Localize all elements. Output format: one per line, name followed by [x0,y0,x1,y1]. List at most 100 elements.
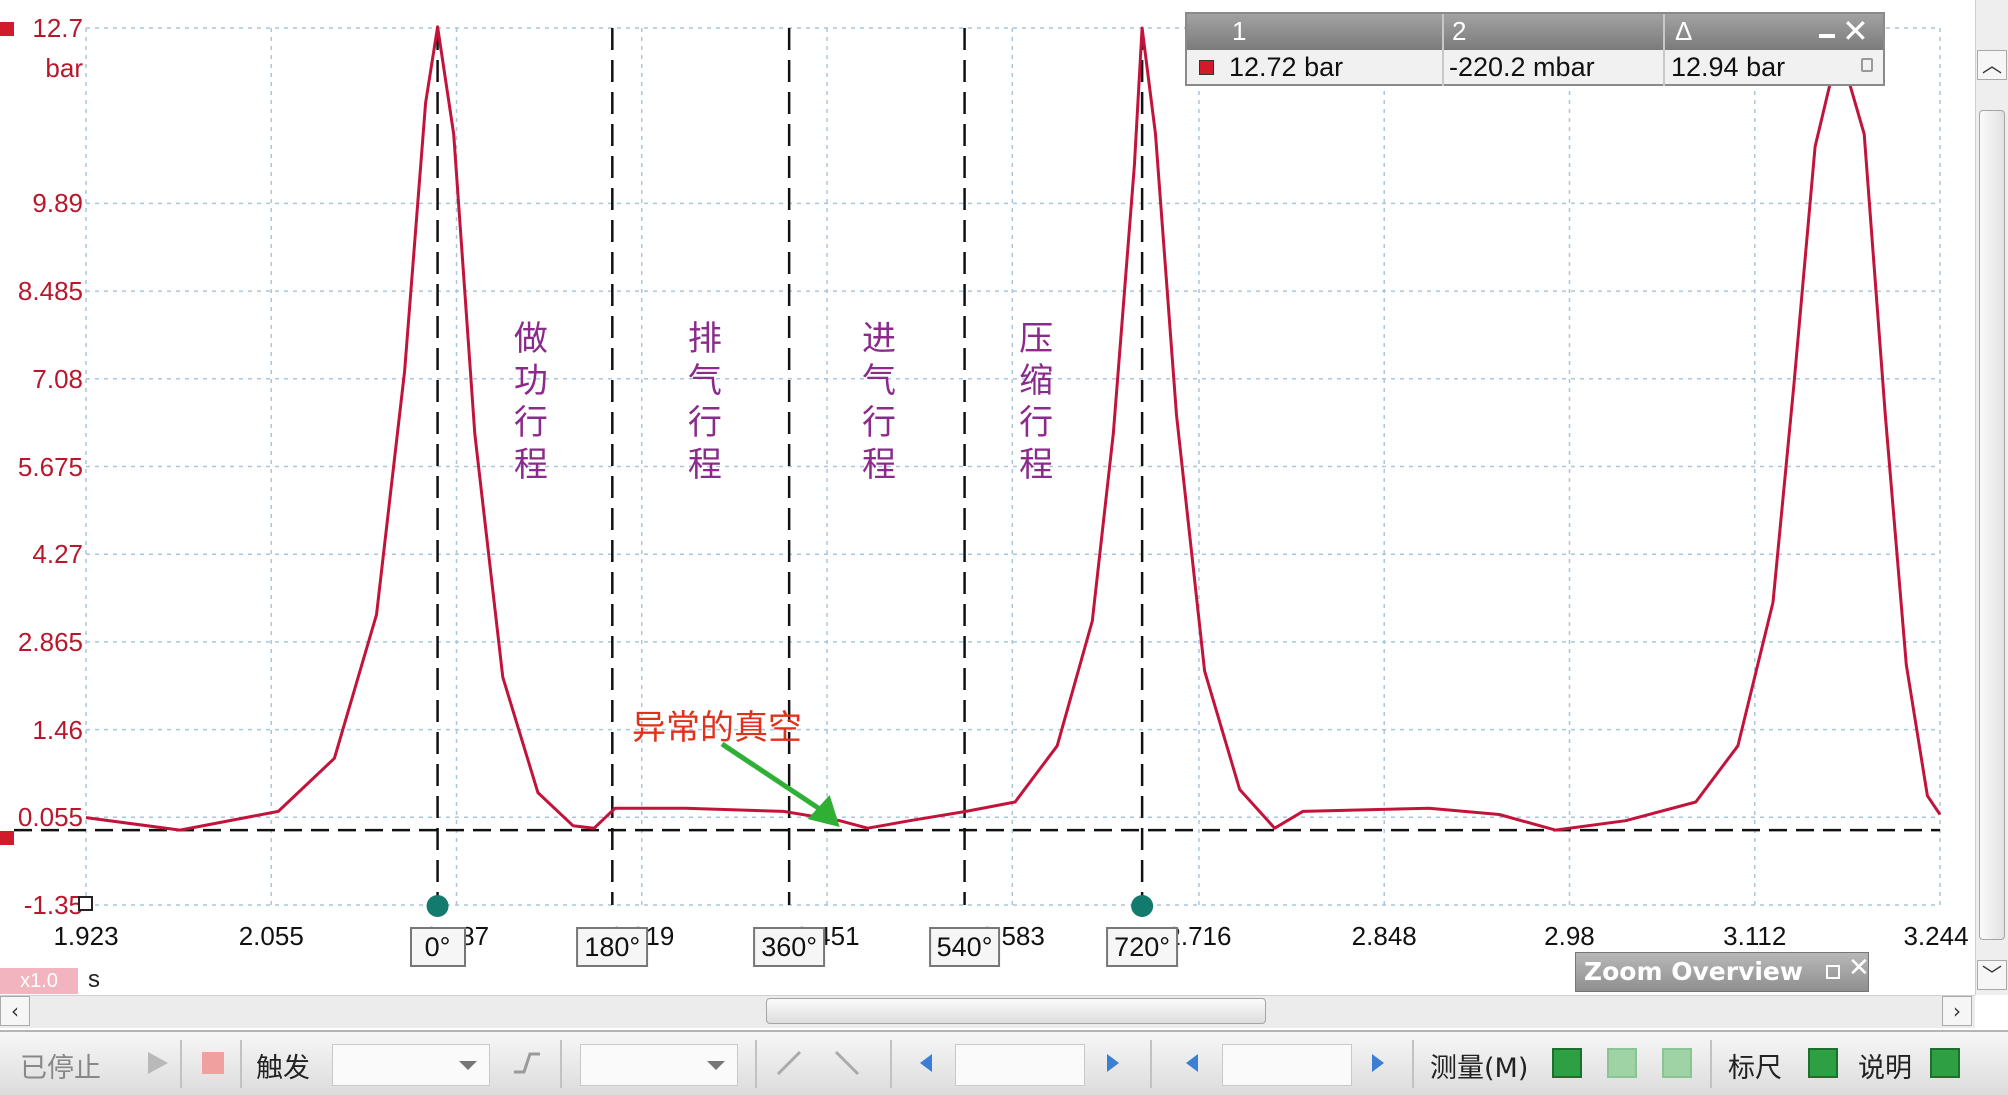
axis-min-handle[interactable] [78,896,93,911]
channel-offset-handle[interactable] [0,831,14,845]
stroke-phase-label: 压缩行程 [1016,318,1056,486]
cursor-1-value: 12.72 bar [1229,52,1344,82]
y-tick-label: 9.89 [32,188,83,219]
chevron-down-icon [459,1061,477,1070]
add-measurement-icon[interactable] [1552,1048,1582,1078]
ruler-toggle-icon[interactable] [1808,1048,1838,1078]
close-icon[interactable]: ✕ [1842,12,1869,50]
close-icon[interactable]: ✕ [1848,953,1870,983]
stroke-phase-label: 排气行程 [685,318,725,486]
lock-icon[interactable] [1861,58,1873,72]
stroke-phase-label: 做功行程 [511,318,551,486]
annotation-arrowhead [807,794,840,827]
stop-icon[interactable] [196,1046,230,1080]
y-tick-label: 12.7 [32,13,83,43]
stroke-phase-char: 气 [687,361,722,401]
column-divider [1442,14,1444,86]
y-tick-label: 0.055 [17,802,83,833]
abnormal-vacuum-label: 异常的真空 [632,708,802,748]
samples-field[interactable] [1222,1044,1352,1086]
crank-angle-label: 720° [1106,927,1179,967]
minimize-icon[interactable] [1819,34,1835,38]
run-icon[interactable] [140,1046,174,1080]
stroke-phase-label: 进气行程 [859,318,899,486]
y-tick-label: -1.35 [23,890,83,920]
stroke-phase-char: 进 [861,319,896,359]
pressure-trace [85,25,1942,832]
scroll-right-arrow[interactable]: › [1942,996,1972,1026]
cursor-delta-header: Δ [1675,16,1693,46]
crank-angle-label: 360° [753,927,826,967]
scroll-down-arrow[interactable]: ﹀ [1977,960,2007,990]
zoom-overview-panel[interactable]: Zoom Overview ✕ [1575,952,1870,992]
stroke-phase-char: 气 [861,361,896,401]
ruler-handle [426,895,449,917]
measure-label: 测量(M) [1430,1053,1529,1084]
toolbar-divider [1710,1040,1712,1088]
channel-scale-handle[interactable] [0,22,14,36]
timebase-field[interactable] [955,1044,1085,1086]
cursor-panel-header[interactable] [1187,14,1883,50]
chevron-down-icon [707,1061,725,1070]
rising-edge-icon[interactable] [772,1046,806,1080]
trace-color-swatch [1199,60,1214,75]
toolbar-divider [1412,1040,1414,1088]
notes-toggle-icon[interactable] [1930,1048,1960,1078]
stroke-phase-char: 程 [687,445,722,485]
x-tick-label: 3.244 [1903,921,1969,951]
trigger-label: 触发 [256,1053,310,1084]
stroke-phase-char: 做 [513,319,548,359]
edit-measurement-icon[interactable] [1662,1048,1692,1078]
y-tick-label: 2.865 [17,626,83,657]
stroke-phase-char: 程 [861,445,896,485]
stroke-phase-char: 压 [1019,319,1054,359]
chevron-right-icon[interactable] [1095,1046,1129,1080]
crank-angle-label: 0° [409,927,466,967]
x-tick-label: 2.055 [238,921,304,951]
x-tick-label: 1.923 [53,921,119,951]
horizontal-scrollbar[interactable]: ‹ › [0,995,1975,1028]
toolbar-divider [560,1040,562,1088]
stroke-phase-char: 行 [1019,403,1054,443]
cursor-2-value: -220.2 mbar [1449,52,1595,82]
vertical-scroll-thumb[interactable] [1979,110,2005,940]
ruler-label: 标尺 [1728,1053,1782,1084]
stroke-phase-char: 缩 [1019,361,1054,401]
scroll-up-arrow[interactable]: ︿ [1977,50,2007,80]
chevron-right-icon[interactable] [1360,1046,1394,1080]
ruler-handle [1131,895,1154,917]
bottom-toolbar: 已停止 触发 测量(M) 标尺 说明 [0,1030,2008,1095]
x-tick-label: 2.848 [1351,921,1417,951]
vertical-scrollbar[interactable]: ︿ ﹀ [1975,0,2008,995]
toolbar-divider [890,1040,892,1088]
zoom-factor-badge[interactable]: x1.0 [0,968,78,994]
toolbar-divider [755,1040,757,1088]
restore-icon[interactable] [1826,965,1840,979]
status-label: 已停止 [20,1053,101,1084]
x-unit-label: s [88,966,100,993]
stroke-phase-char: 程 [1019,445,1054,485]
trigger-mode-dropdown[interactable] [332,1044,490,1086]
annotation-arrow [720,741,828,816]
chevron-left-icon[interactable] [1176,1046,1210,1080]
scroll-left-arrow[interactable]: ‹ [0,996,30,1026]
trigger-edge-icon[interactable] [510,1046,544,1080]
cursor-2-header: 2 [1452,16,1467,46]
x-tick-label: 3.112 [1723,921,1787,951]
pressure-chart [14,25,1942,917]
crank-angle-label: 540° [928,927,1001,967]
y-tick-label: 8.485 [17,276,83,307]
stroke-phase-char: 行 [687,403,722,443]
falling-edge-icon[interactable] [830,1046,864,1080]
horizontal-scroll-thumb[interactable] [766,998,1266,1024]
trigger-source-dropdown[interactable] [580,1044,738,1086]
toolbar-divider [240,1040,242,1088]
notes-label: 说明 [1858,1053,1912,1084]
y-unit-label: bar [45,53,83,83]
chevron-left-icon[interactable] [910,1046,944,1080]
cursor-readout-panel[interactable]: 1 2 Δ ✕ 12.72 bar -220.2 mbar 12.94 bar [1185,12,1885,86]
stroke-phase-char: 功 [513,361,548,401]
y-tick-label: 1.46 [32,714,83,745]
remove-measurement-icon[interactable] [1607,1048,1637,1078]
